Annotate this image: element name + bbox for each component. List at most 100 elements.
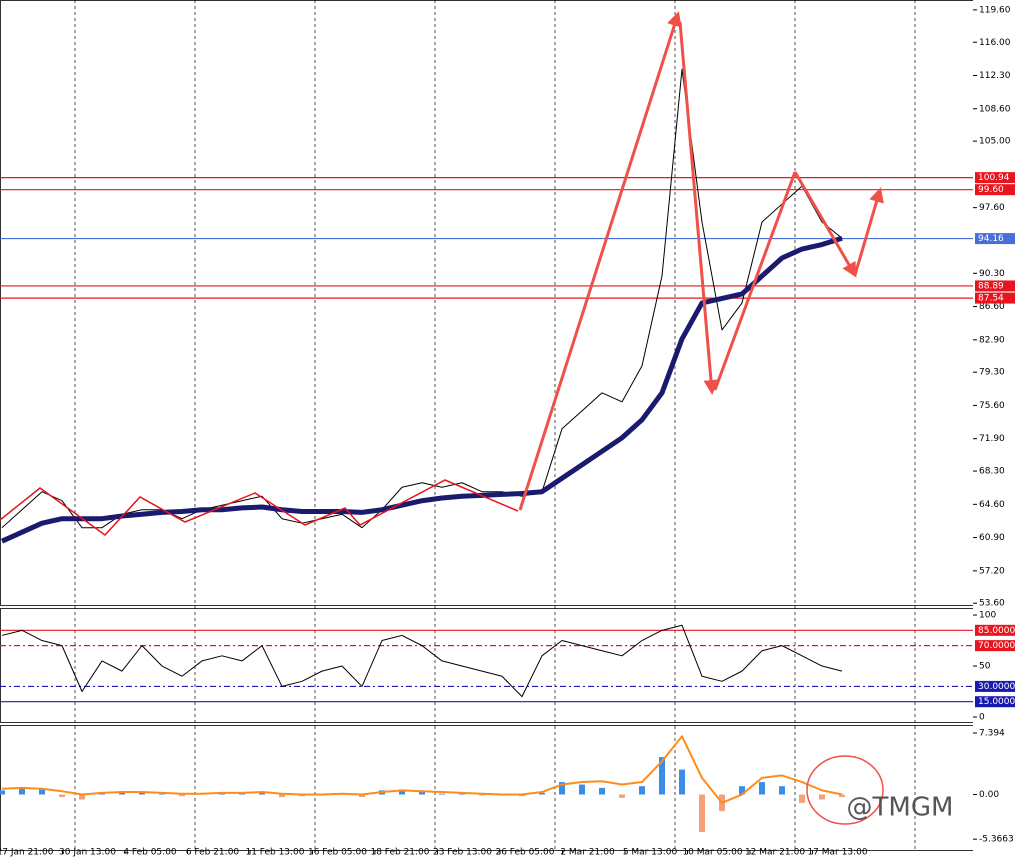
y-tick-label: 57.20 <box>979 566 1005 576</box>
x-tick-label: 11 Feb 13:00 <box>245 848 304 858</box>
arrow <box>713 171 797 391</box>
y-tick-label: 86.60 <box>979 302 1005 312</box>
y-tick-label: 64.60 <box>979 500 1005 510</box>
histogram-bar <box>639 786 645 795</box>
y-tick-label: 105.00 <box>979 137 1011 147</box>
histogram-bar <box>419 792 425 795</box>
y-tick-label: 116.00 <box>979 38 1011 48</box>
axis-strip <box>973 0 1017 859</box>
histogram-bar <box>799 794 805 803</box>
level-label: 15.0000 <box>978 697 1015 707</box>
level-label-bg <box>975 680 1015 692</box>
histogram-bar <box>819 794 825 800</box>
y-tick-label: 100 <box>979 611 996 621</box>
arrow <box>518 11 682 511</box>
plot <box>0 68 973 832</box>
level-label-bg <box>975 184 1015 196</box>
series-line <box>1 735 843 804</box>
zigzag <box>0 479 519 536</box>
level-label: 87.54 <box>978 294 1004 304</box>
histogram-bar <box>839 794 845 798</box>
level-label: 70.0000 <box>978 641 1015 651</box>
y-tick-label: 7.394 <box>979 729 1005 739</box>
x-tick-label: 17 Mar 13:00 <box>807 848 867 858</box>
y-tick-label: 97.60 <box>979 203 1005 213</box>
level-label-bg <box>975 172 1015 184</box>
histogram-bar <box>779 786 785 795</box>
histogram-bar <box>579 784 585 795</box>
histogram-bar <box>739 786 745 795</box>
y-tick-label: 53.60 <box>979 599 1005 609</box>
level-label-bg <box>975 292 1015 304</box>
histogram-bar <box>559 782 565 795</box>
y-tick-label: 79.30 <box>979 368 1005 378</box>
x-tick-label: 18 Feb 21:00 <box>370 848 429 858</box>
y-tick-label: 90.30 <box>979 269 1005 279</box>
histogram-bar <box>139 792 145 795</box>
level-label: 100.94 <box>978 173 1010 183</box>
x-tick-label: 16 Feb 05:00 <box>308 848 367 858</box>
histogram-bar <box>39 789 45 795</box>
level-label-bg <box>975 640 1015 652</box>
arrow <box>853 187 884 276</box>
level-label: 85.0000 <box>978 626 1015 636</box>
histogram-bar <box>459 793 465 795</box>
y-tick-label: -5.3663 <box>979 835 1014 845</box>
x-tick-label: 6 Feb 21:00 <box>186 848 240 858</box>
histogram-bar <box>479 794 485 796</box>
level-label: 30.0000 <box>978 682 1015 692</box>
annotations <box>0 11 884 825</box>
series-line <box>1 624 843 698</box>
histogram-bar <box>359 794 365 798</box>
x-tick-label: 26 Feb 05:00 <box>495 848 554 858</box>
arrow <box>678 21 719 395</box>
level-label-bg <box>975 233 1015 245</box>
histogram-bar <box>59 794 65 798</box>
y-tick-label: 108.60 <box>979 104 1011 114</box>
y-tick-label: 119.60 <box>979 5 1011 15</box>
y-tick-label: 50 <box>979 662 991 672</box>
histogram-bar <box>619 794 625 798</box>
y-tick-label: 0.00 <box>979 790 999 800</box>
histogram-bar <box>79 794 85 800</box>
histogram-bar <box>279 794 285 798</box>
series-line <box>0 235 843 544</box>
y-tick-label: 112.30 <box>979 71 1011 81</box>
x-tick-label: 30 Jan 13:00 <box>59 848 116 858</box>
level-label-bg <box>975 280 1015 292</box>
level-label-bg <box>975 624 1015 636</box>
axes: 119.60 116.00 112.30 108.60 105.00 97.60 90.30… <box>0 5 1015 858</box>
x-tick-label: 27 Jan 21:00 <box>0 848 54 858</box>
y-tick-label: 60.90 <box>979 533 1005 543</box>
level-label: 99.60 <box>978 185 1004 195</box>
level-label-bg <box>975 696 1015 708</box>
x-tick-label: 4 Feb 05:00 <box>123 848 177 858</box>
x-tick-label: 2 Mar 21:00 <box>560 848 615 858</box>
watermark: @TMGM <box>847 793 954 823</box>
level-label: 94.16 <box>978 234 1004 244</box>
level-label: 88.89 <box>978 281 1004 291</box>
x-tick-label: 23 Feb 13:00 <box>433 848 492 858</box>
histogram-bar <box>659 757 665 795</box>
histogram-bar <box>679 769 685 795</box>
y-tick-label: 82.90 <box>979 335 1005 345</box>
histogram-bar <box>439 793 445 795</box>
y-tick-label: 75.60 <box>979 401 1005 411</box>
histogram-bar <box>759 782 765 795</box>
highlight-circle <box>806 755 884 825</box>
x-tick-label: 10 Mar 05:00 <box>682 848 742 858</box>
histogram-bar <box>699 794 705 832</box>
histogram-bar <box>399 789 405 795</box>
x-tick-label: 12 Mar 21:00 <box>745 848 805 858</box>
histogram-bar <box>539 792 545 795</box>
y-tick-label: 68.30 <box>979 467 1005 477</box>
y-tick-label: 71.90 <box>979 434 1005 444</box>
histogram-bar <box>599 787 605 795</box>
arrow <box>793 171 857 278</box>
histogram-bar <box>179 794 185 797</box>
series-line <box>1 68 843 529</box>
x-tick-label: 5 Mar 13:00 <box>623 848 678 858</box>
histogram-bar <box>259 792 265 795</box>
